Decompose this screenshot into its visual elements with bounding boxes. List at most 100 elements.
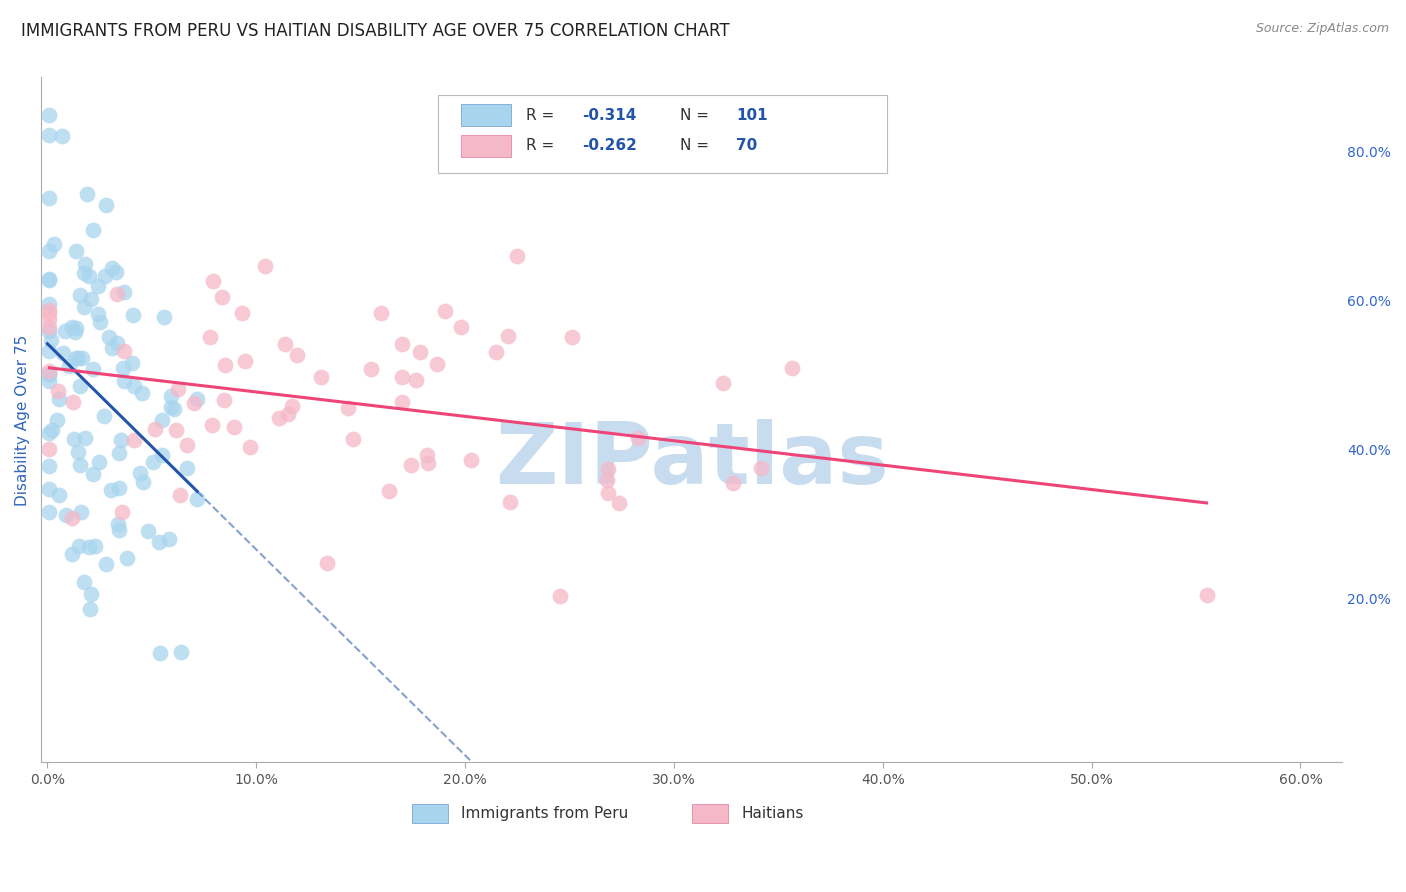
Point [58, 359, 80, 373]
Point [316, 556, 339, 570]
Text: 101: 101 [735, 108, 768, 122]
Point [336, 401, 359, 415]
Point [274, 337, 297, 351]
Point [87, 455, 110, 469]
Point [65, 351, 87, 365]
Text: -0.262: -0.262 [582, 138, 637, 153]
Point [38, 344, 60, 359]
Point [780, 360, 803, 375]
Point [46, 384, 69, 398]
Point [60, 510, 83, 524]
Point [72, 266, 94, 280]
Point [405, 373, 427, 387]
Point [112, 285, 135, 300]
Point [711, 376, 734, 391]
Point [143, 422, 166, 436]
Point [598, 462, 620, 476]
Point [239, 440, 262, 454]
Point [561, 330, 583, 344]
Point [79, 601, 101, 615]
Point [183, 396, 205, 410]
Point [115, 551, 138, 566]
Point [596, 473, 619, 487]
Text: Immigrants from Peru: Immigrants from Peru [461, 806, 628, 822]
Point [42, 236, 65, 251]
Point [112, 343, 135, 358]
Point [112, 374, 135, 388]
Point [450, 320, 472, 334]
Point [112, 360, 135, 375]
Point [65, 321, 87, 335]
Point [391, 370, 413, 384]
Point [63, 325, 86, 339]
Point [87, 307, 110, 321]
Point [149, 646, 172, 660]
Point [83, 539, 105, 553]
Text: N =: N = [681, 108, 714, 122]
Point [160, 389, 183, 403]
Point [485, 344, 508, 359]
Point [38, 306, 60, 320]
Bar [461, 104, 510, 126]
Point [38, 244, 60, 259]
Point [63, 432, 86, 446]
Point [186, 392, 208, 406]
Point [48, 392, 70, 407]
Point [69, 379, 91, 393]
Point [124, 433, 146, 447]
Point [107, 481, 129, 495]
Point [67, 445, 90, 459]
Point [598, 486, 620, 500]
Point [231, 306, 253, 320]
Point [212, 392, 235, 407]
Point [378, 483, 401, 498]
Point [38, 272, 60, 286]
Point [80, 292, 103, 306]
Text: -0.314: -0.314 [582, 108, 637, 122]
Point [499, 495, 522, 509]
Point [38, 319, 60, 334]
Point [38, 108, 60, 122]
Point [496, 329, 519, 343]
Point [224, 419, 246, 434]
Point [176, 461, 198, 475]
Point [342, 432, 364, 446]
Point [38, 482, 60, 496]
Point [105, 287, 128, 301]
Point [94, 558, 117, 572]
Point [609, 496, 631, 510]
Point [77, 268, 100, 283]
Point [38, 442, 60, 456]
Point [76, 186, 98, 201]
Point [38, 367, 60, 381]
Point [749, 460, 772, 475]
Point [52, 345, 75, 359]
Point [416, 456, 439, 470]
Point [38, 128, 60, 142]
Bar [461, 135, 510, 157]
Point [287, 348, 309, 362]
Point [80, 587, 103, 601]
Point [142, 455, 165, 469]
Text: ZIPatlas: ZIPatlas [495, 419, 889, 502]
Point [38, 324, 60, 338]
Text: Source: ZipAtlas.com: Source: ZipAtlas.com [1256, 22, 1389, 36]
Point [38, 458, 60, 473]
Point [38, 191, 60, 205]
Point [157, 532, 180, 546]
Point [150, 412, 173, 426]
Point [38, 302, 60, 317]
Point [82, 467, 104, 482]
Point [82, 223, 104, 237]
Point [163, 402, 186, 417]
Point [97, 330, 120, 344]
Point [38, 374, 60, 388]
Point [101, 260, 124, 275]
Point [89, 315, 111, 329]
Bar [412, 804, 449, 823]
Point [281, 400, 304, 414]
Point [70, 505, 93, 519]
Point [434, 304, 457, 318]
Point [122, 308, 145, 322]
Point [152, 310, 174, 325]
